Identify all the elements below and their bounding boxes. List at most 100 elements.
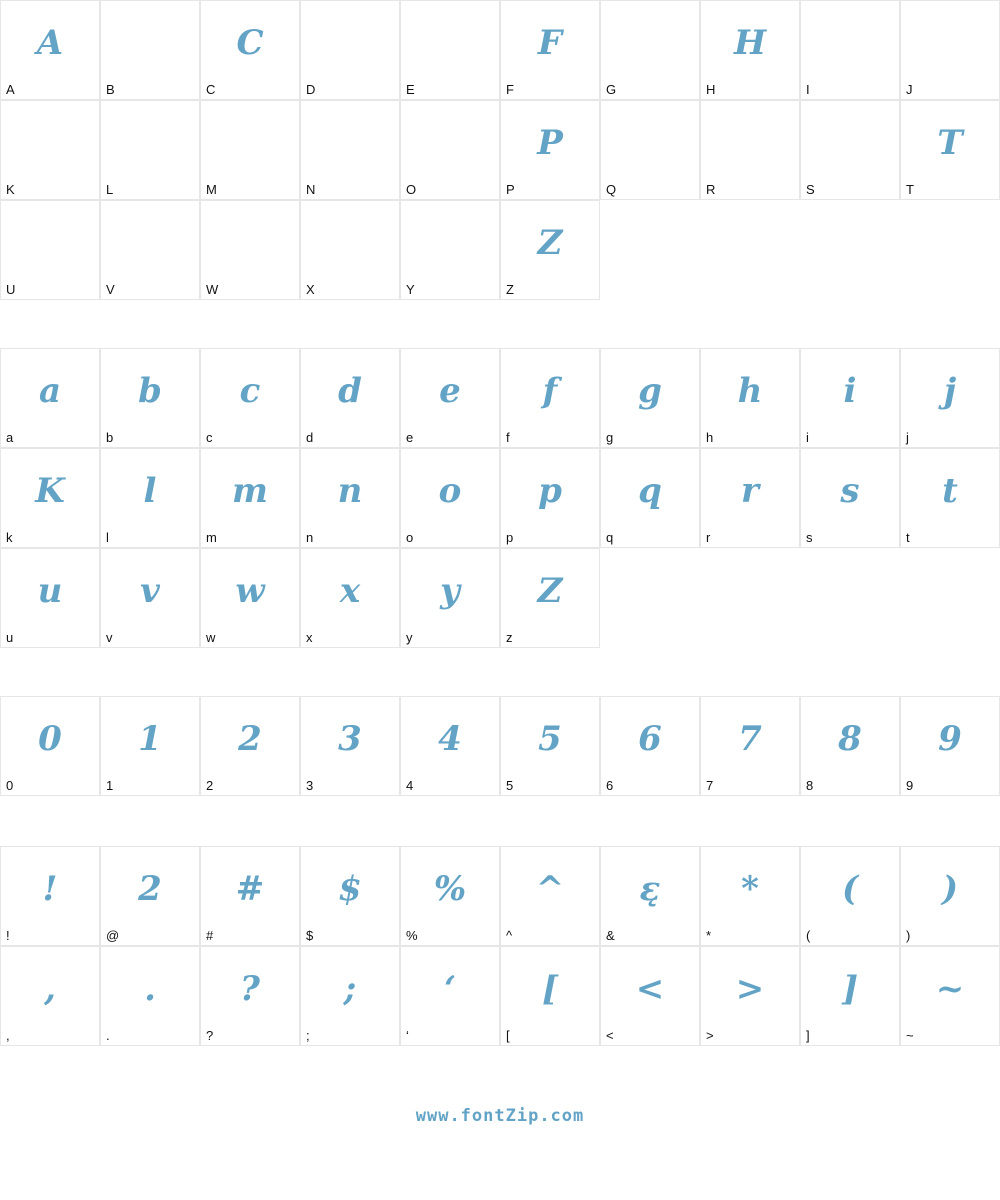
glyph-preview: 2 <box>138 869 162 909</box>
glyph-label: O <box>406 182 417 197</box>
glyph-preview: a <box>38 371 62 411</box>
glyph-label: 1 <box>106 778 114 793</box>
glyph-preview: . <box>144 969 156 1009</box>
glyph-label: q <box>606 530 614 545</box>
glyph-preview: 2 <box>238 719 262 759</box>
glyph-preview: 9 <box>938 719 962 759</box>
glyph-preview: K <box>35 471 65 511</box>
glyph-label: V <box>106 282 115 297</box>
glyph-preview: y <box>440 571 460 611</box>
glyph-label: X <box>306 282 315 297</box>
glyph-label: % <box>406 928 418 943</box>
glyph-preview: H <box>733 23 767 63</box>
glyph-label: B <box>106 82 115 97</box>
glyph-label: ! <box>6 928 10 943</box>
glyph-preview: % <box>433 869 467 909</box>
symbols-section: !! 2 @ # # $ $%% ^ ^ ɛ̨ & * *(()),,..??;; ‘‘[[< < > >]] ~… <box>0 846 1000 1046</box>
glyph-label: f <box>506 430 510 445</box>
glyph-cell: ~ ~ <box>900 946 1000 1046</box>
glyph-cell: )) <box>900 846 1000 946</box>
glyph-label: 4 <box>406 778 414 793</box>
glyph-cell: Q <box>600 100 700 200</box>
glyph-label: K <box>6 182 15 197</box>
glyph-cell: [[ <box>500 946 600 1046</box>
glyph-label: [ <box>506 1028 510 1043</box>
glyph-cell: Y <box>400 200 500 300</box>
glyph-cell: > > <box>700 946 800 1046</box>
glyph-preview: ɛ̨ <box>639 869 661 909</box>
glyph-label: $ <box>306 928 314 943</box>
glyph-preview: p <box>538 471 562 511</box>
glyph-label: I <box>806 82 810 97</box>
glyph-preview: > <box>735 969 765 1009</box>
glyph-cell: 2 @ <box>100 846 200 946</box>
glyph-preview: t <box>942 471 958 511</box>
glyph-preview: b <box>138 371 162 411</box>
glyph-label: e <box>406 430 414 445</box>
glyph-preview: s <box>840 471 860 511</box>
glyph-preview: m <box>232 471 268 511</box>
glyph-label: z <box>506 630 513 645</box>
glyph-label: ; <box>306 1028 310 1043</box>
glyph-preview: A <box>36 23 64 63</box>
glyph-label: c <box>206 430 213 445</box>
glyph-label: M <box>206 182 217 197</box>
glyph-preview: q <box>638 471 662 511</box>
glyph-cell: ?? <box>200 946 300 1046</box>
glyph-preview: 6 <box>638 719 662 759</box>
glyph-label: , <box>6 1028 10 1043</box>
glyph-label: < <box>606 1028 614 1043</box>
glyph-label: R <box>706 182 716 197</box>
glyph-label: v <box>106 630 113 645</box>
glyph-label: ( <box>806 928 811 943</box>
glyph-cell: ^ ^ <box>500 846 600 946</box>
glyph-label: W <box>206 282 219 297</box>
glyph-cell: E <box>400 0 500 100</box>
glyph-preview: Z <box>537 223 563 263</box>
glyph-preview: ; <box>343 969 357 1009</box>
glyph-cell: B <box>100 0 200 100</box>
glyph-preview: 4 <box>438 719 462 759</box>
glyph-preview: e <box>439 371 461 411</box>
glyph-preview: d <box>338 371 362 411</box>
glyph-cell: N <box>300 100 400 200</box>
glyph-label: E <box>406 82 415 97</box>
glyph-cell: ɛ̨ & <box>600 846 700 946</box>
glyph-label: a <box>6 430 14 445</box>
glyph-label: * <box>706 928 712 943</box>
glyph-preview: ‘ <box>444 969 456 1009</box>
glyph-preview: ! <box>42 869 58 909</box>
footer-watermark[interactable]: www.fontZip.com <box>415 1106 585 1126</box>
glyph-label: S <box>806 182 815 197</box>
glyph-label: > <box>706 1028 714 1043</box>
glyph-preview: h <box>737 371 763 411</box>
glyph-cell: %% <box>400 846 500 946</box>
glyph-preview: n <box>337 471 363 511</box>
glyph-label: 0 <box>6 778 14 793</box>
glyph-label: l <box>106 530 109 545</box>
glyph-label: G <box>606 82 617 97</box>
